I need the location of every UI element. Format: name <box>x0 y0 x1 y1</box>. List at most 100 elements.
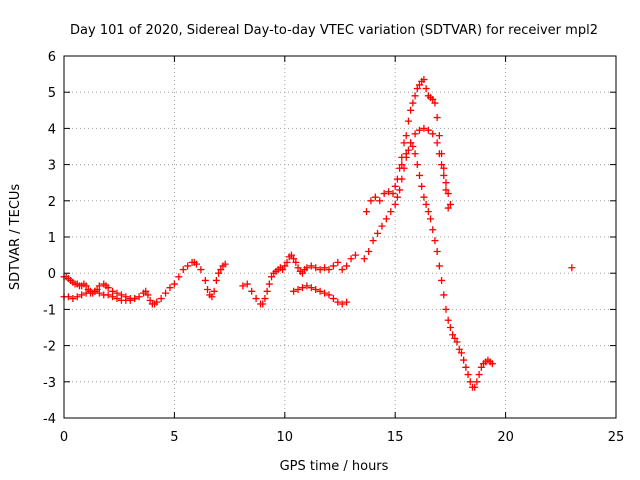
data-point <box>420 193 428 201</box>
data-point <box>290 287 298 295</box>
data-point <box>568 264 576 272</box>
data-point <box>175 273 183 281</box>
data-point <box>391 182 399 190</box>
data-point <box>338 300 346 308</box>
data-point <box>290 255 298 263</box>
data-point <box>415 81 423 89</box>
data-point <box>457 349 465 357</box>
data-point <box>444 190 452 198</box>
data-point <box>440 291 448 299</box>
data-point <box>283 258 291 266</box>
data-point <box>113 295 121 303</box>
data-point <box>312 285 320 293</box>
data-series-5 <box>360 139 496 391</box>
data-point <box>429 226 437 234</box>
data-point <box>294 285 302 293</box>
x-axis-label: GPS time / hours <box>280 459 389 474</box>
data-point <box>146 296 154 304</box>
plot-frame <box>63 55 617 419</box>
data-point <box>312 264 320 272</box>
data-point <box>398 161 406 169</box>
data-point <box>369 237 377 245</box>
data-point <box>393 193 401 201</box>
data-point <box>424 208 432 216</box>
data-points <box>60 76 576 391</box>
data-point <box>239 282 247 290</box>
data-point <box>466 378 474 386</box>
data-point <box>261 295 269 303</box>
y-tick-label: -3 <box>43 376 56 391</box>
data-point <box>268 273 276 281</box>
data-point <box>396 186 404 194</box>
data-point <box>170 280 178 288</box>
data-point <box>64 293 72 301</box>
data-point <box>287 251 295 259</box>
data-point <box>248 287 256 295</box>
data-point <box>343 262 351 270</box>
data-series-4 <box>290 282 351 308</box>
data-point <box>338 266 346 274</box>
data-point <box>415 171 423 179</box>
data-point <box>184 262 192 270</box>
data-point <box>442 179 450 187</box>
data-point <box>144 291 152 299</box>
data-point <box>252 295 260 303</box>
data-point <box>316 266 324 274</box>
data-point <box>442 186 450 194</box>
data-point <box>325 266 333 274</box>
data-point <box>321 264 329 272</box>
data-point <box>378 222 386 230</box>
data-point <box>142 287 150 295</box>
x-tick-label: 5 <box>170 430 178 445</box>
data-point <box>135 293 143 301</box>
data-point <box>398 153 406 161</box>
data-point <box>429 95 437 103</box>
data-point <box>449 331 457 339</box>
data-point <box>374 229 382 237</box>
data-point <box>104 291 112 299</box>
data-point <box>407 139 415 147</box>
data-point <box>243 280 251 288</box>
data-point <box>433 114 441 122</box>
data-point <box>303 264 311 272</box>
data-point <box>413 85 421 93</box>
data-series-7 <box>398 124 452 212</box>
y-tick-label: 4 <box>48 122 56 137</box>
data-point <box>389 190 397 198</box>
data-point <box>78 291 86 299</box>
data-point <box>294 264 302 272</box>
data-point <box>433 247 441 255</box>
data-point <box>221 260 229 268</box>
data-point <box>418 182 426 190</box>
data-point <box>95 282 103 290</box>
data-point <box>387 208 395 216</box>
data-point <box>409 99 417 107</box>
data-point <box>477 363 485 371</box>
data-point <box>435 150 443 158</box>
data-point <box>279 266 287 274</box>
y-tick-label: 0 <box>48 267 56 282</box>
data-point <box>433 139 441 147</box>
data-point <box>329 262 337 270</box>
data-point <box>422 85 430 93</box>
data-point <box>367 197 375 205</box>
data-point <box>307 284 315 292</box>
data-point <box>444 316 452 324</box>
x-tick-label: 10 <box>277 430 294 445</box>
x-tick-label: 20 <box>497 430 514 445</box>
y-tick-label: 3 <box>48 159 56 174</box>
data-point <box>316 287 324 295</box>
data-point <box>371 193 379 201</box>
y-tick-label: 1 <box>48 231 56 246</box>
data-point <box>442 305 450 313</box>
data-point <box>435 132 443 140</box>
data-point <box>427 215 435 223</box>
data-point <box>298 284 306 292</box>
data-point <box>298 269 306 277</box>
data-point <box>95 289 103 297</box>
data-series-2 <box>60 287 139 304</box>
data-point <box>265 280 273 288</box>
data-point <box>444 204 452 212</box>
data-point <box>415 126 423 134</box>
data-point <box>334 298 342 306</box>
